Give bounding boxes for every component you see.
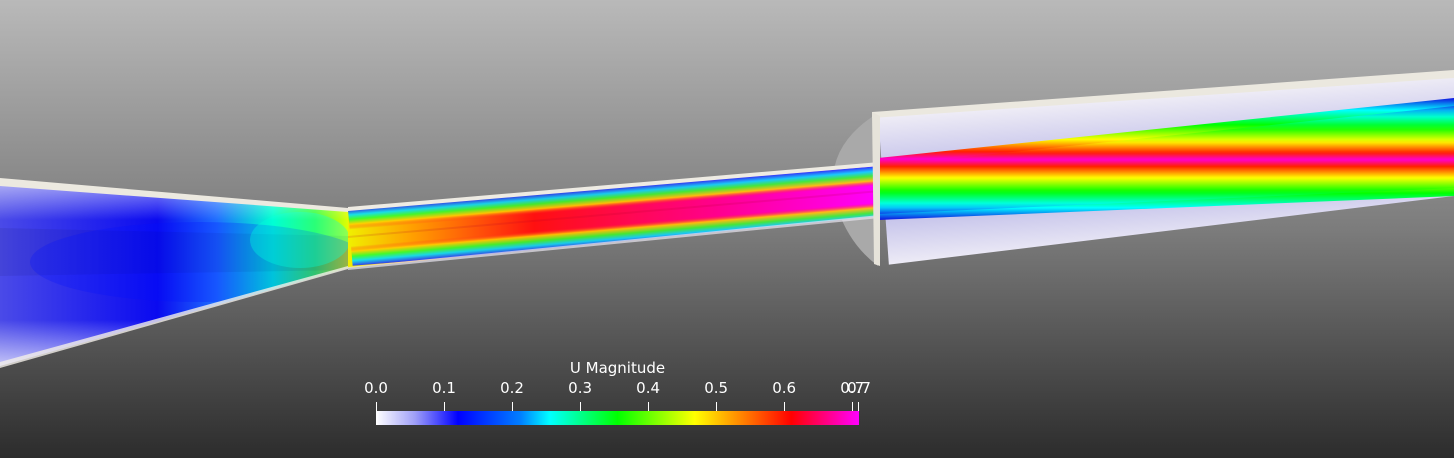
colorbar-tick-label: 0.1 (432, 379, 456, 397)
colorbar-tick-mark (579, 402, 581, 411)
colorbar-tick-label: 0.7 (847, 379, 871, 397)
colorbar-gradient (376, 411, 859, 425)
colorbar-legend: U Magnitude 0.0 0.1 0.2 0.3 0.4 0.5 0.6 0.7 0.7 (364, 358, 871, 428)
outer-pipe-inlet-face (872, 112, 880, 266)
thin-pipe (348, 166, 880, 268)
nozzle-top-wall (0, 178, 348, 212)
colorbar-tick-label: 0.5 (704, 379, 729, 397)
colorbar-tick-label: 0.7 (840, 379, 865, 397)
thin-pipe-top-wall (348, 162, 880, 211)
colorbar-tick-label: 0.6 (772, 379, 797, 397)
colorbar-tick-label: 0.3 (568, 379, 593, 397)
colorbar-tick-mark (443, 402, 445, 411)
colorbar-tick-label: 0.0 (364, 379, 388, 397)
colorbar-tick-label: 0.2 (500, 379, 524, 397)
colorbar-tick-mark (647, 402, 649, 411)
nozzle-bottom-wall (0, 266, 348, 368)
colorbar-tick-mark (783, 402, 785, 411)
colorbar-tick-marks (376, 402, 859, 412)
colorbar-tick-labels: 0.0 0.1 0.2 0.3 0.4 0.5 0.6 0.7 0.7 (364, 379, 871, 397)
outer-pipe-top-wall (872, 70, 1454, 118)
colorbar-tick-mark (851, 402, 853, 411)
colorbar-tick-mark (376, 402, 377, 411)
colorbar-tick-label: 0.4 (636, 379, 661, 397)
colorbar-tick-mark (511, 402, 513, 411)
thin-pipe-bottom-wall (348, 215, 880, 270)
colorbar-tick-mark (715, 402, 717, 411)
converging-nozzle (0, 180, 348, 366)
colorbar-tick-mark (858, 402, 859, 411)
colorbar-title: U Magnitude (569, 359, 666, 377)
